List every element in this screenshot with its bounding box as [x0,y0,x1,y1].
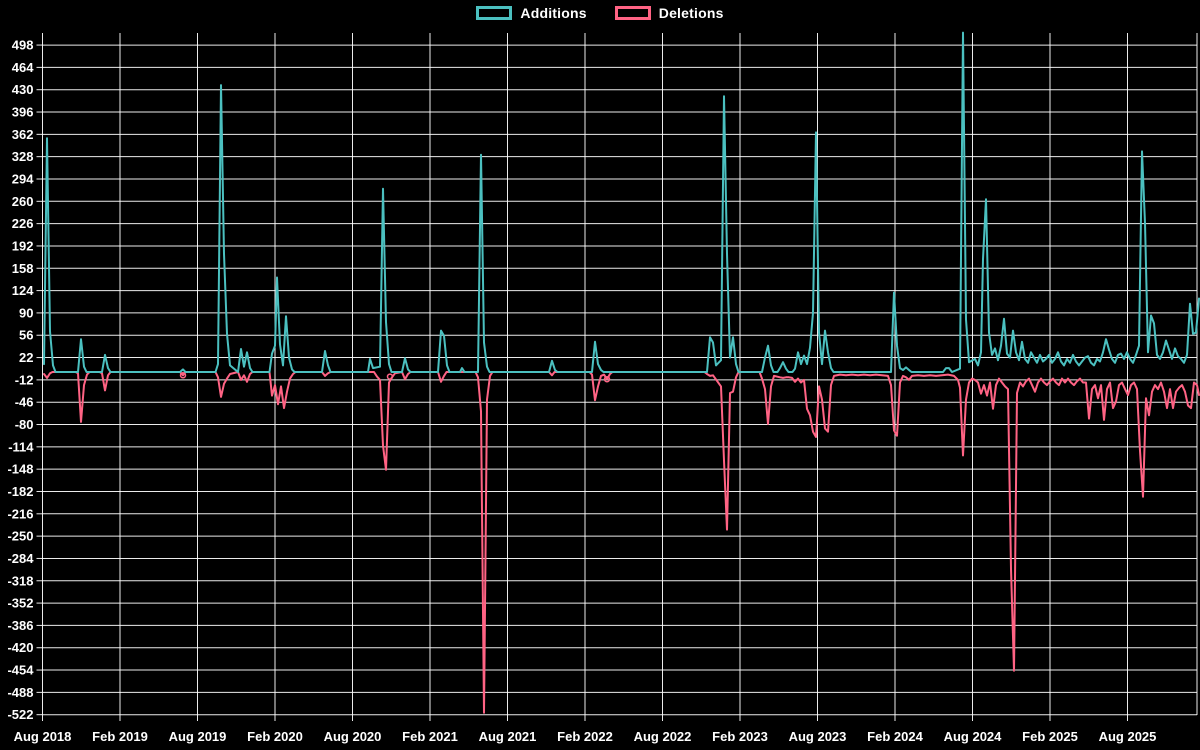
y-tick-label: -80 [15,417,34,432]
point-marker-deletions [386,373,394,380]
x-tick-label: Feb 2020 [247,729,303,744]
y-tick-label: 192 [12,238,34,253]
y-tick-label: -46 [15,395,34,410]
y-tick-label: 396 [12,105,34,120]
y-tick-label: 362 [12,127,34,142]
y-tick-label: -148 [7,462,33,477]
x-tick-label: Feb 2024 [867,729,923,744]
x-tick-label: Feb 2023 [712,729,768,744]
y-tick-label: -352 [7,596,33,611]
y-tick-label: -420 [7,640,33,655]
chart-legend: Additions Deletions [0,5,1200,21]
x-tick-label: Aug 2024 [944,729,1003,744]
point-marker-deletions [179,372,187,379]
y-tick-label: 430 [12,82,34,97]
legend-item-deletions[interactable]: Deletions [614,5,724,21]
y-tick-label: -114 [8,439,34,454]
y-tick-label: 226 [12,216,34,231]
series-line-deletions [43,371,1200,714]
y-tick-label: 56 [19,328,33,343]
y-tick-label: 90 [19,305,33,320]
x-tick-label: Feb 2022 [557,729,613,744]
y-tick-label: 464 [12,60,34,75]
x-tick-label: Aug 2020 [324,729,382,744]
series-line-additions [43,31,1200,373]
y-tick-label: -250 [7,529,33,544]
x-tick-label: Aug 2023 [789,729,847,744]
x-tick-label: Aug 2025 [1099,729,1157,744]
y-tick-label: -522 [7,707,33,722]
y-tick-label: -182 [7,484,33,499]
additions-swatch-icon [476,6,513,20]
y-tick-label: -454 [7,663,34,678]
y-tick-label: -216 [7,506,33,521]
deletions-swatch-icon [614,6,651,20]
legend-item-additions[interactable]: Additions [476,5,587,21]
x-tick-label: Feb 2019 [92,729,148,744]
y-tick-label: -284 [7,551,34,566]
y-tick-label: -488 [7,685,33,700]
x-tick-label: Aug 2022 [634,729,692,744]
y-tick-label: -386 [7,618,33,633]
x-tick-label: Feb 2021 [402,729,458,744]
y-tick-label: -318 [7,573,33,588]
y-tick-label: 158 [12,261,34,276]
y-tick-label: 124 [12,283,34,298]
y-tick-label: 260 [12,194,34,209]
legend-label-deletions: Deletions [658,5,724,21]
legend-label-additions: Additions [520,5,587,21]
y-tick-label: -12 [15,372,34,387]
x-tick-label: Feb 2025 [1022,729,1078,744]
point-marker-deletions [603,375,611,383]
y-tick-label: 498 [12,38,34,53]
y-tick-label: 22 [19,350,33,365]
y-tick-label: 328 [12,149,34,164]
y-tick-label: 294 [12,171,34,186]
x-tick-label: Aug 2021 [479,729,537,744]
x-tick-label: Aug 2018 [14,729,72,744]
x-tick-label: Aug 2019 [169,729,227,744]
